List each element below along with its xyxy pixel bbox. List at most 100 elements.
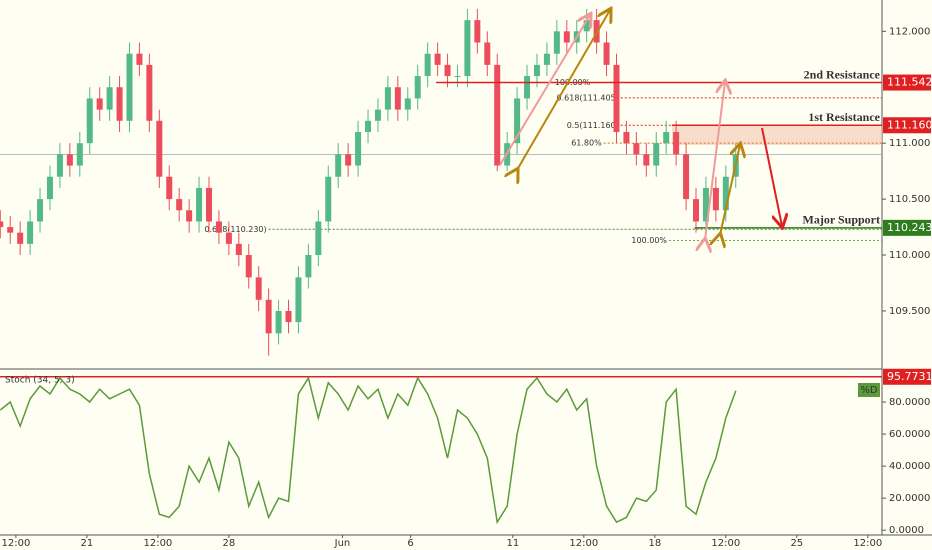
candle-body <box>414 76 421 99</box>
candle-body <box>335 154 342 177</box>
level-box <box>883 219 931 236</box>
y-tick-label: 111.000 <box>889 138 930 149</box>
level-value: 111.542 <box>887 76 932 89</box>
candle-body <box>633 143 640 155</box>
level-value: 110.243 <box>887 221 932 234</box>
candle-body <box>464 20 471 77</box>
candle-body <box>603 42 610 65</box>
candle-body <box>235 243 242 256</box>
candle-body <box>186 210 193 222</box>
candle-body <box>196 187 203 222</box>
candle-body <box>37 199 44 222</box>
candle-body <box>484 42 491 65</box>
candle-body <box>434 53 441 65</box>
candle-body <box>76 143 83 166</box>
candle-body <box>444 64 451 77</box>
candle-body <box>285 310 292 323</box>
candle-body <box>106 87 113 110</box>
arrow <box>761 127 782 226</box>
x-tick-label: 12:00 <box>143 538 172 549</box>
candle-body <box>524 76 531 99</box>
y-tick-label: 109.500 <box>889 306 930 317</box>
candle-body <box>543 53 550 65</box>
x-tick-label: 12:00 <box>569 538 598 549</box>
candle-body <box>374 109 381 121</box>
candle-body <box>623 131 630 144</box>
candle-body <box>384 87 391 110</box>
candle-body <box>563 31 570 43</box>
candle-body <box>176 199 183 211</box>
candle-body <box>66 154 73 166</box>
y-tick-label: 110.500 <box>889 194 930 205</box>
candle-body <box>255 277 262 300</box>
y-tick-label: 40.0000 <box>889 461 930 472</box>
stoch-line <box>0 376 737 525</box>
fib-label: 100.00% <box>631 236 667 245</box>
x-tick-label: 18 <box>648 538 661 549</box>
candle-body <box>46 176 53 200</box>
candle-body <box>156 120 163 177</box>
candle-body <box>404 98 411 110</box>
candle-body <box>116 87 123 121</box>
candle-body <box>394 87 401 110</box>
y-tick-label: 20.0000 <box>889 493 930 504</box>
arrow <box>499 15 590 166</box>
stoch-legend: %D <box>860 385 878 396</box>
level-box <box>883 117 931 134</box>
candle-body <box>663 131 670 144</box>
stoch-level-value: 95.7731 <box>887 370 932 383</box>
candle-body <box>17 232 24 244</box>
candle-body <box>136 53 143 65</box>
candle-body <box>533 64 540 77</box>
candle-body <box>305 255 312 278</box>
candle-body <box>166 176 173 200</box>
y-tick-label: 0.0000 <box>889 525 924 536</box>
x-tick-label: 25 <box>790 538 803 549</box>
candle-body <box>693 199 700 222</box>
resistance-zone <box>672 125 882 145</box>
candle-body <box>265 299 272 334</box>
candle-body <box>0 221 4 228</box>
candle-body <box>553 31 560 54</box>
candle-body <box>673 131 680 155</box>
candle-body <box>613 64 620 132</box>
level-value: 111.160 <box>887 118 932 131</box>
candle-body <box>205 187 212 222</box>
candle-body <box>315 221 322 256</box>
candle-body <box>365 120 372 132</box>
x-tick-label: 21 <box>81 538 94 549</box>
candle-body <box>474 20 481 43</box>
candle-body <box>295 277 302 323</box>
arrow <box>517 10 610 170</box>
candle-body <box>325 176 332 222</box>
y-tick-label: 110.000 <box>889 250 930 261</box>
candle-body <box>146 64 153 121</box>
fib-label: 0.618(111.405) <box>557 93 619 102</box>
x-tick-label: 28 <box>223 538 236 549</box>
candle-body <box>245 255 252 278</box>
x-tick-label: 6 <box>407 538 413 549</box>
candle-body <box>56 154 63 177</box>
fib-label: 61.80% <box>571 139 602 148</box>
candle-body <box>712 187 719 211</box>
x-tick-label: 12:00 <box>1 538 30 549</box>
level-name: 2nd Resistance <box>804 67 881 81</box>
candle-body <box>345 154 352 166</box>
candle-body <box>225 232 232 244</box>
candle-body <box>96 98 103 110</box>
level-box <box>883 74 931 91</box>
candle-body <box>653 143 660 166</box>
x-tick-label: 12:00 <box>853 538 882 549</box>
x-tick-label: 11 <box>506 538 519 549</box>
stoch-legend-box <box>858 383 880 397</box>
candle-body <box>7 227 14 233</box>
candle-body <box>215 221 222 233</box>
candle-body <box>275 310 282 334</box>
candle-body <box>643 154 650 166</box>
y-tick-label: 112.000 <box>889 26 930 37</box>
candle-body <box>86 98 93 144</box>
candle-body <box>494 64 501 166</box>
stoch-label: Stoch (34, 5, 3) <box>5 376 75 386</box>
